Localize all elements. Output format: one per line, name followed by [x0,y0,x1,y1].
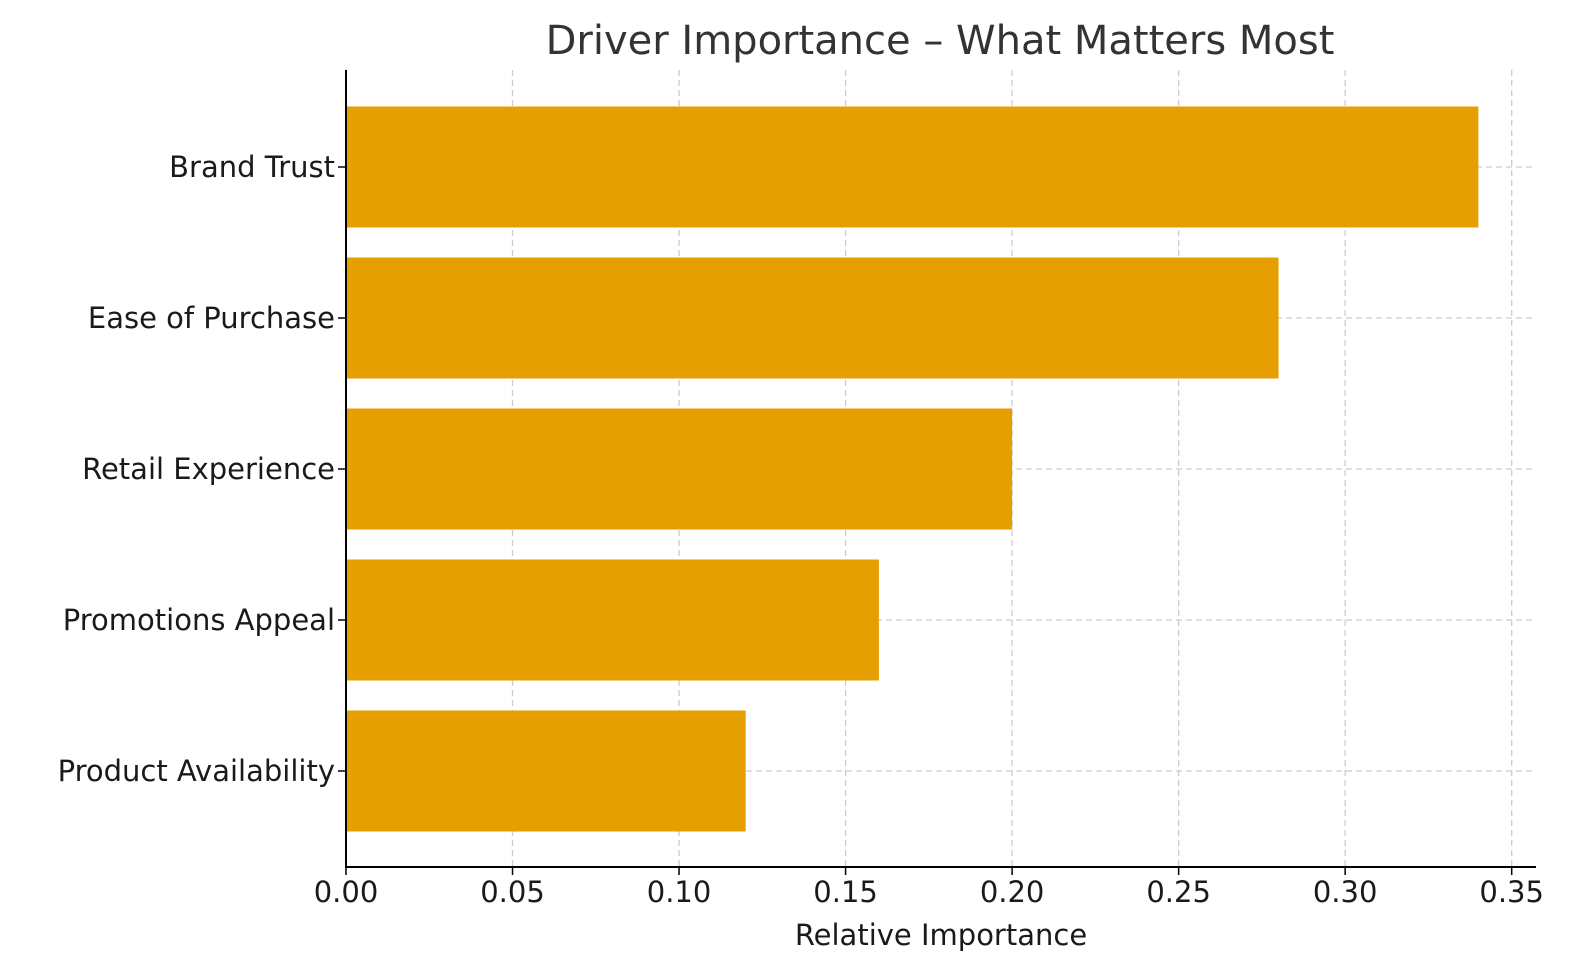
bar [346,106,1479,228]
y-tick-label: Brand Trust [169,150,335,184]
x-tick-label: 0.35 [1479,875,1544,909]
x-tick-label: 0.00 [314,875,379,909]
y-tick-labels: Brand Trust Ease of Purchase Retail Experi… [58,150,346,788]
x-tick-label: 0.25 [1146,875,1211,909]
x-tick-label: 0.20 [980,875,1045,909]
x-tick-labels: 0.00 0.05 0.10 0.15 0.20 0.25 0.30 0.35 [314,867,1544,909]
bar [346,408,1013,530]
y-tick-label: Retail Experience [82,452,335,486]
x-tick-label: 0.15 [813,875,878,909]
y-tick-label: Product Availability [58,754,335,788]
bars [346,106,1479,832]
y-tick-label: Ease of Purchase [88,301,335,335]
x-axis-label: Relative Importance [795,918,1087,952]
x-tick-label: 0.30 [1313,875,1378,909]
bar [346,710,746,832]
chart-title: Driver Importance – What Matters Most [546,18,1335,64]
y-tick-label: Promotions Appeal [63,603,335,637]
bar [346,257,1279,379]
x-tick-label: 0.10 [647,875,712,909]
x-tick-label: 0.05 [480,875,545,909]
bar [346,559,879,681]
